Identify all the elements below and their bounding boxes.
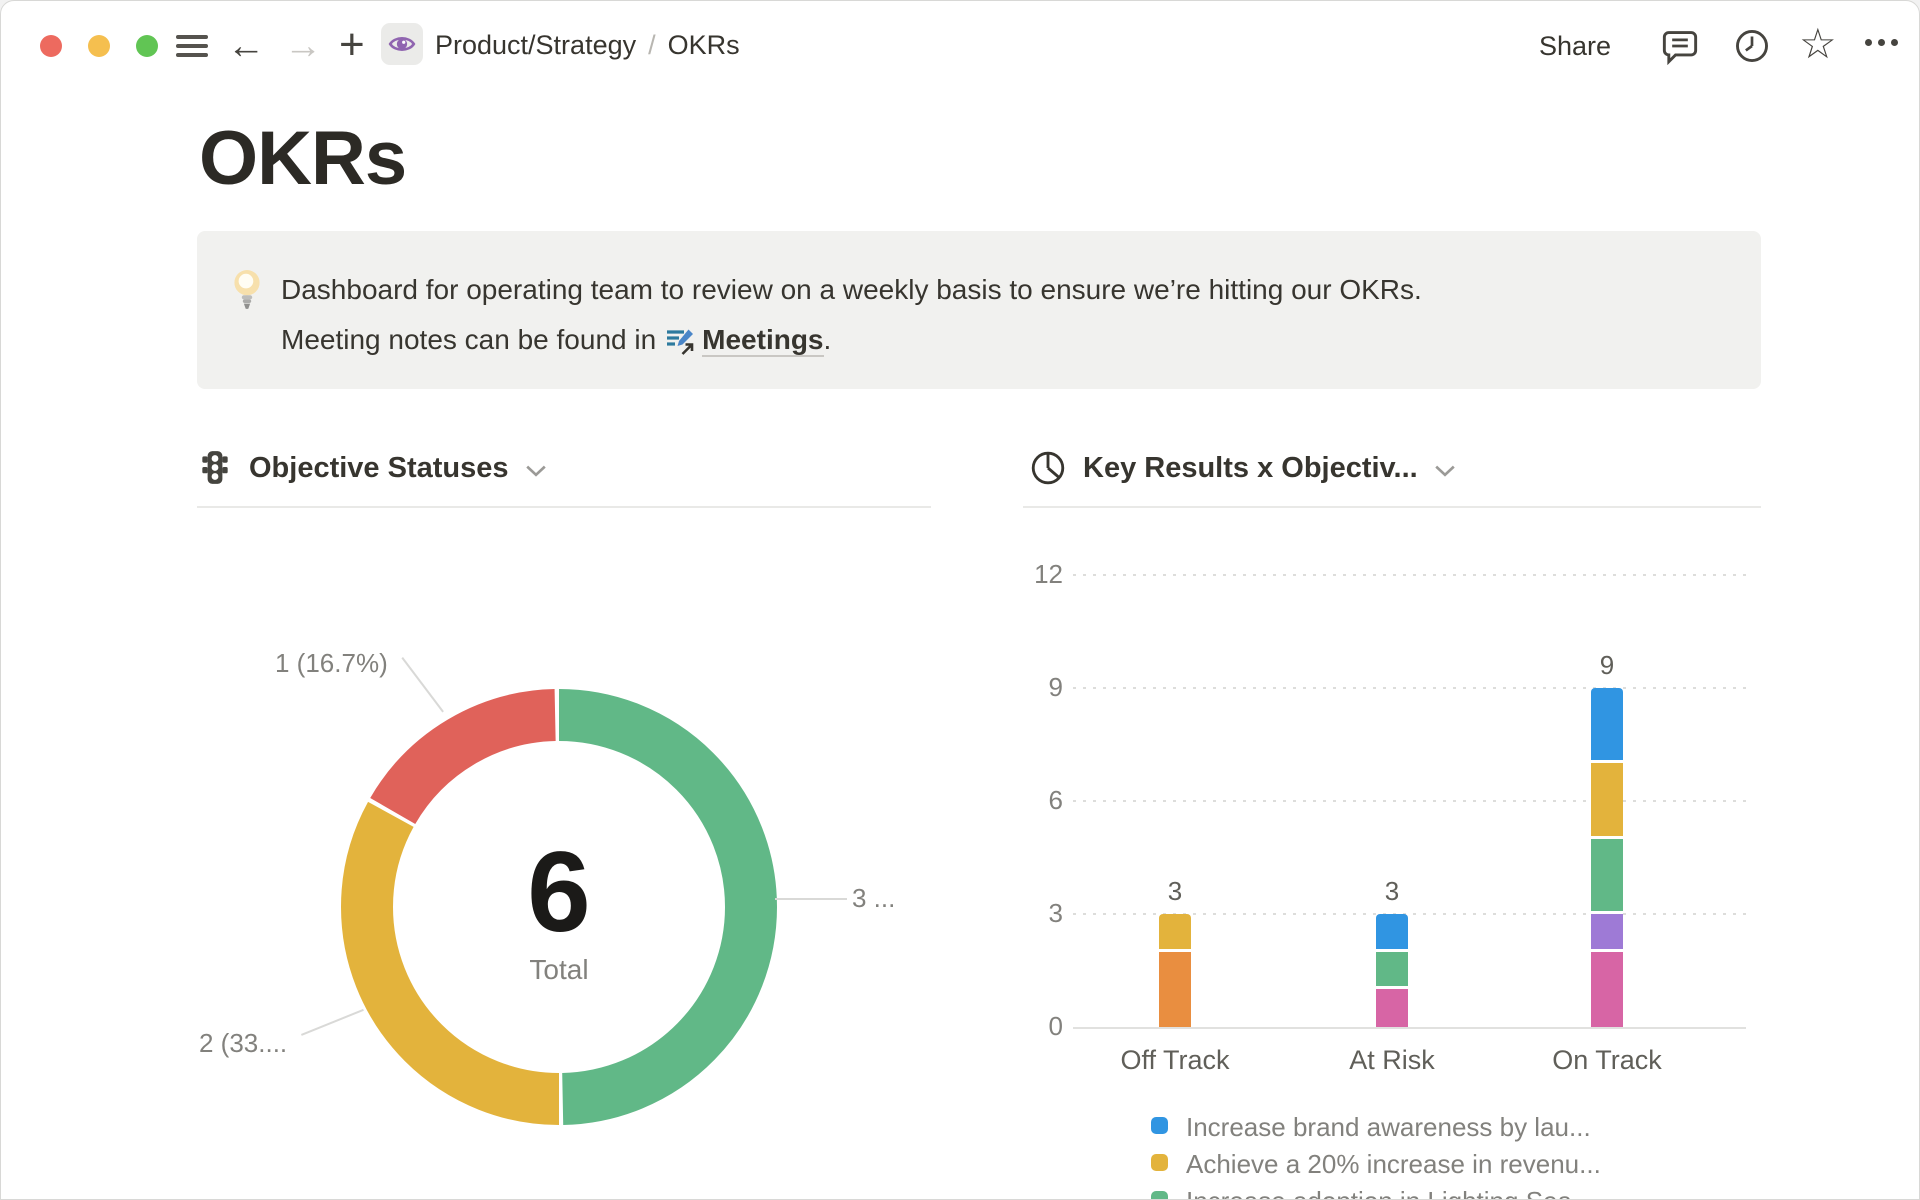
traffic-light-icon <box>202 451 228 484</box>
ellipsis-icon <box>1865 39 1898 46</box>
sidebar-menu-icon[interactable] <box>176 30 208 62</box>
bar-segment <box>1591 763 1623 839</box>
bar-total-label: 3 <box>1167 875 1183 906</box>
legend-swatch <box>1151 1117 1168 1134</box>
updates-button[interactable] <box>1733 27 1771 65</box>
bar-segment <box>1376 951 1408 990</box>
y-tick-label: 3 <box>1048 897 1063 928</box>
bar-chart-title: Key Results x Objectiv... <box>1083 451 1418 484</box>
bar-total-label: 9 <box>1599 649 1615 680</box>
donut-chart-header[interactable]: Objective Statuses <box>197 449 547 487</box>
bar-segment <box>1591 838 1623 914</box>
back-icon[interactable]: ← <box>227 25 265 67</box>
gridline <box>1073 799 1746 802</box>
donut-total-label: Total <box>529 954 589 985</box>
bar-total-label: 3 <box>1384 875 1400 906</box>
pie-chart-icon <box>1031 451 1065 485</box>
gridline <box>1073 686 1746 689</box>
y-tick-label: 6 <box>1048 784 1063 815</box>
more-options-button[interactable] <box>1865 39 1898 46</box>
donut-slice <box>341 689 777 1125</box>
slice-label-red: 1 (16.7%) <box>275 648 388 678</box>
bar-segment <box>1159 913 1191 952</box>
eye-icon <box>388 37 416 51</box>
share-button[interactable]: Share <box>1539 31 1612 61</box>
donut-slice <box>341 689 777 1125</box>
donut-section-divider <box>197 506 931 508</box>
callout-line1: Dashboard for operating team to review o… <box>281 274 1422 305</box>
donut-rings <box>341 689 777 1125</box>
minimize-window-button[interactable] <box>88 35 110 57</box>
bar-segment <box>1376 913 1408 952</box>
callout-line2-suffix: . <box>823 324 832 355</box>
callout-block: Dashboard for operating team to review o… <box>197 231 1761 389</box>
leader-line <box>775 898 847 900</box>
donut-total-value: 6 <box>527 829 591 956</box>
y-tick-label: 0 <box>1048 1011 1063 1041</box>
comment-icon <box>1662 31 1698 65</box>
gridline <box>1073 912 1746 915</box>
objective-statuses-donut-chart: 6 Total 1 (16.7%) 2 (33.... 3 ... <box>197 556 1023 1199</box>
meetings-page-link[interactable]: Meetings <box>702 324 824 357</box>
page-title: OKRs <box>199 116 407 201</box>
breadcrumb-item-parent[interactable]: Product/Strategy <box>435 30 637 60</box>
bar-segment <box>1591 687 1623 764</box>
topbar: ← → + Product/Strategy / OKRs Share <box>1 1 1919 91</box>
x-category-label: Off Track <box>1120 1045 1230 1075</box>
zoom-window-button[interactable] <box>136 35 158 57</box>
slice-label-green: 3 ... <box>852 883 896 913</box>
bar-segment <box>1159 951 1191 1027</box>
clock-icon <box>1736 30 1768 62</box>
key-results-bar-chart: 0 3 6 9 12 3 Off Track 3 At Risk 9 On Track Increas… <box>1023 556 1763 1199</box>
breadcrumb: Product/Strategy / OKRs <box>435 30 740 61</box>
forward-icon[interactable]: → <box>284 25 322 67</box>
lightbulb-icon <box>234 270 260 309</box>
bar-section-divider <box>1023 506 1761 508</box>
legend-swatch <box>1151 1154 1168 1171</box>
comments-button[interactable] <box>1661 27 1699 65</box>
new-page-icon[interactable]: + <box>339 20 365 69</box>
donut-slice <box>341 689 777 1125</box>
bar-segment <box>1376 989 1408 1027</box>
slice-label-yellow: 2 (33.... <box>199 1028 288 1058</box>
x-category-label: At Risk <box>1349 1045 1435 1075</box>
bar-chart-header[interactable]: Key Results x Objectiv... <box>1029 449 1456 487</box>
callout-text: Dashboard for operating team to review o… <box>281 265 1422 372</box>
x-axis-line <box>1073 1027 1746 1029</box>
y-tick-label: 12 <box>1034 558 1063 589</box>
breadcrumb-separator: / <box>648 30 656 60</box>
breadcrumb-item-current[interactable]: OKRs <box>667 30 740 60</box>
page-icon-eye[interactable] <box>381 23 423 65</box>
chevron-down-icon <box>525 465 546 477</box>
gridline <box>1073 573 1746 576</box>
close-window-button[interactable] <box>40 35 62 57</box>
legend-label: Increase adoption in Lighting Sea... <box>1186 1186 1594 1199</box>
favorite-star-icon[interactable]: ☆ <box>1799 20 1837 67</box>
bar-segment <box>1591 913 1623 952</box>
meeting-notes-page-icon <box>667 329 694 355</box>
legend-swatch <box>1151 1191 1168 1199</box>
chevron-down-icon <box>1435 465 1455 477</box>
callout-line2-prefix: Meeting notes can be found in <box>281 324 657 355</box>
x-category-label: On Track <box>1552 1045 1662 1075</box>
y-tick-label: 9 <box>1048 671 1063 702</box>
donut-chart-title: Objective Statuses <box>249 451 509 484</box>
legend-label: Increase brand awareness by lau... <box>1186 1112 1591 1142</box>
bar-segment <box>1591 951 1623 1027</box>
legend-label: Achieve a 20% increase in revenu... <box>1186 1149 1601 1179</box>
